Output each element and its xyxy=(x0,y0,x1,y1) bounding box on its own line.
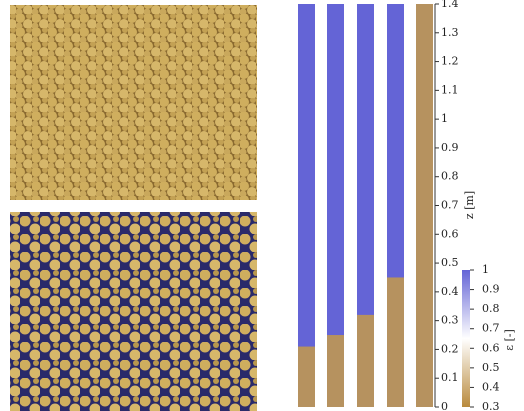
fluidized-bed-image xyxy=(10,212,257,411)
y-tick-label: 0.8 xyxy=(441,170,459,183)
column xyxy=(327,4,344,407)
bed xyxy=(298,346,315,407)
y-tick-label: 0.4 xyxy=(441,285,459,298)
column xyxy=(298,4,315,407)
bed xyxy=(387,277,404,407)
colorbar-tick-label: 0.4 xyxy=(482,380,500,393)
y-tick-label: 0.1 xyxy=(441,371,459,384)
bed xyxy=(327,335,344,407)
colorbar-label: ε [-] xyxy=(503,329,516,351)
y-tick-label: 1.2 xyxy=(441,55,459,68)
colorbar-tick-label: 0.7 xyxy=(482,322,500,335)
colorbar-tick-label: 0.6 xyxy=(482,341,500,354)
colorbar-tick-label: 1 xyxy=(482,263,489,276)
y-tick-label: 0.3 xyxy=(441,314,459,327)
y-tick-label: 0.6 xyxy=(441,227,459,240)
bed xyxy=(357,314,374,407)
y-tick-label: 0.2 xyxy=(441,342,459,355)
y-tick-label: 0.7 xyxy=(441,199,459,212)
colorbar-tick-label: 0.9 xyxy=(482,283,500,296)
y-tick-label: 1.3 xyxy=(441,26,459,39)
y-tick-label: 1.1 xyxy=(441,83,459,96)
colorbar xyxy=(462,270,470,407)
y-axis-label: z [m] xyxy=(463,191,476,219)
y-tick-label: 1.4 xyxy=(441,0,459,10)
packed-bed-image xyxy=(10,5,257,200)
colorbar-tick-label: 0.8 xyxy=(482,302,500,315)
colorbar-tick-label: 0.3 xyxy=(482,400,500,411)
bed xyxy=(416,4,433,407)
y-tick-label: 0.5 xyxy=(441,256,459,269)
colorbar-tick-label: 0.5 xyxy=(482,361,500,374)
y-tick-label: 0 xyxy=(441,400,448,411)
y-tick-label: 1 xyxy=(441,112,448,125)
column xyxy=(357,4,374,407)
y-tick-label: 0.9 xyxy=(441,141,459,154)
